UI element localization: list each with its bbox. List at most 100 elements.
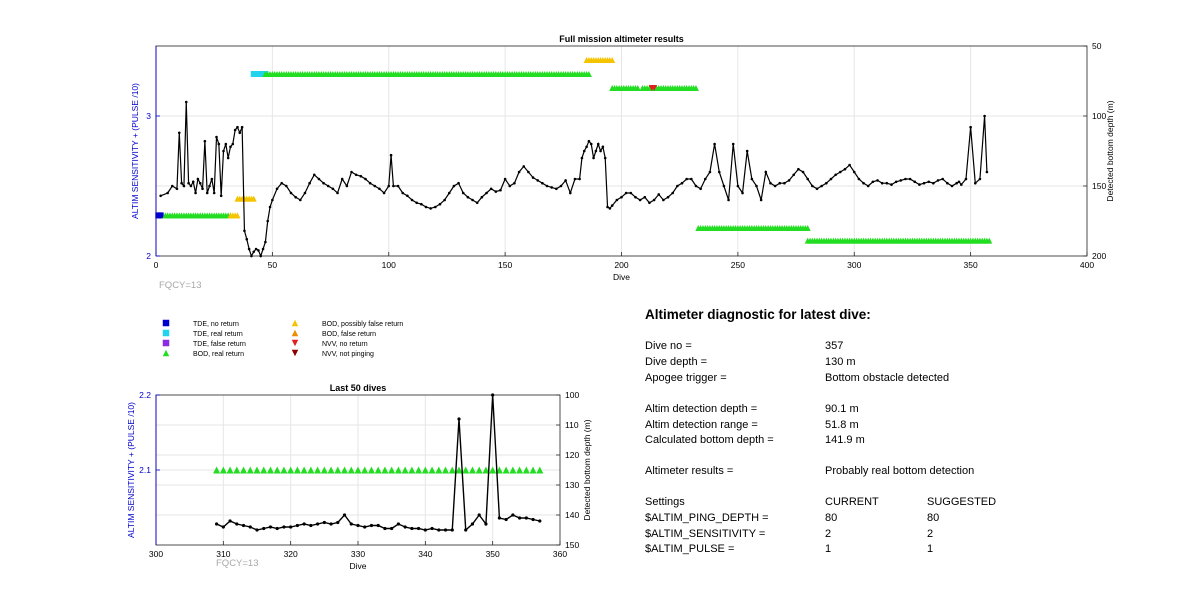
depth-point: [527, 170, 530, 174]
depth-point: [180, 181, 183, 185]
depth-point: [373, 184, 377, 188]
status-marker: [482, 466, 490, 474]
settings-label: Settings: [645, 496, 685, 508]
depth-point: [489, 187, 493, 191]
depth-point: [750, 177, 754, 181]
dive-no-value: 357: [825, 340, 844, 352]
legend-marker: [291, 349, 299, 357]
depth-point: [201, 187, 204, 191]
depth-point: [363, 525, 367, 529]
depth-point: [177, 131, 181, 135]
depth-point: [396, 522, 400, 526]
setting-current: 2: [825, 528, 832, 540]
depth-point: [815, 187, 819, 191]
depth-point: [755, 184, 758, 188]
depth-point: [643, 195, 647, 199]
depth-point: [236, 125, 239, 129]
depth-point: [904, 177, 907, 181]
depth-point: [159, 194, 162, 198]
depth-point: [629, 191, 633, 195]
depth-point: [434, 205, 437, 209]
depth-point: [480, 195, 484, 199]
depth-point: [518, 516, 522, 520]
depth-point: [354, 173, 358, 177]
apogee-value: Bottom obstacle detected: [825, 372, 950, 384]
status-marker: [233, 466, 241, 474]
status-marker: [475, 466, 483, 474]
depth-point: [843, 167, 847, 171]
depth-point: [941, 177, 944, 181]
depth-point: [289, 525, 293, 529]
depth-point: [248, 525, 252, 529]
depth-point: [410, 526, 414, 531]
depth-point: [657, 193, 661, 196]
legend-label: TDE, real return: [193, 331, 243, 338]
status-marker: [442, 466, 450, 474]
depth-point: [429, 207, 432, 210]
fqcy-annotation: FQCY=13: [159, 280, 202, 291]
depth-point: [329, 522, 333, 526]
x-axis-label: Dive: [349, 561, 366, 571]
depth-point: [345, 184, 349, 188]
depth-point: [295, 523, 299, 528]
depth-point: [194, 191, 197, 195]
x-tick-label: 250: [731, 260, 745, 270]
status-marker: [374, 466, 382, 474]
depth-point: [857, 177, 861, 181]
depth-point: [773, 184, 777, 188]
depth-point: [322, 520, 326, 525]
depth-point: [599, 149, 602, 153]
depth-point: [245, 237, 249, 241]
depth-point: [369, 523, 374, 528]
depth-point: [555, 187, 558, 191]
depth-point: [228, 519, 232, 523]
depth-point: [254, 247, 258, 251]
depth-point: [606, 205, 609, 209]
depth-point: [466, 195, 470, 199]
status-marker: [462, 466, 470, 474]
depth-point: [634, 195, 637, 199]
legend-marker: [291, 339, 299, 347]
x-tick-label: 320: [284, 549, 298, 559]
depth-point: [238, 131, 242, 135]
depth-point: [638, 198, 642, 202]
suggested-header: SUGGESTED: [927, 496, 997, 508]
status-marker: [804, 225, 811, 231]
depth-point: [275, 187, 279, 191]
legend-label: BOD, possibly false return: [322, 321, 403, 328]
status-marker: [428, 466, 436, 474]
current-header: CURRENT: [825, 496, 879, 508]
status-marker: [388, 466, 396, 474]
depth-point: [340, 177, 344, 181]
x-tick-label: 300: [847, 260, 861, 270]
depth-point: [457, 181, 460, 185]
depth-point: [257, 249, 260, 252]
status-marker: [448, 466, 456, 474]
depth-point: [736, 184, 740, 188]
depth-point: [308, 181, 311, 185]
depth-point: [205, 191, 209, 195]
depth-point: [932, 181, 935, 185]
status-marker: [435, 466, 443, 474]
status-marker: [287, 466, 295, 474]
status-marker: [250, 195, 257, 202]
depth-point: [727, 198, 730, 202]
status-marker: [381, 466, 389, 474]
altim-detection-range-value: 51.8 m: [825, 419, 859, 431]
depth-point: [717, 170, 721, 174]
depth-point: [759, 198, 763, 202]
depth-point: [587, 139, 591, 143]
depth-point: [545, 184, 549, 188]
x-tick-label: 340: [418, 549, 432, 559]
depth-point: [401, 191, 405, 195]
depth-point: [378, 187, 381, 191]
depth-point: [390, 526, 394, 531]
depth-point: [936, 179, 940, 182]
depth-point: [471, 198, 474, 202]
status-marker: [609, 57, 616, 63]
legend-label: BOD, false return: [322, 331, 376, 338]
depth-point: [811, 184, 814, 188]
depth-point: [946, 181, 949, 185]
status-marker: [361, 466, 369, 474]
depth-point: [356, 523, 360, 528]
